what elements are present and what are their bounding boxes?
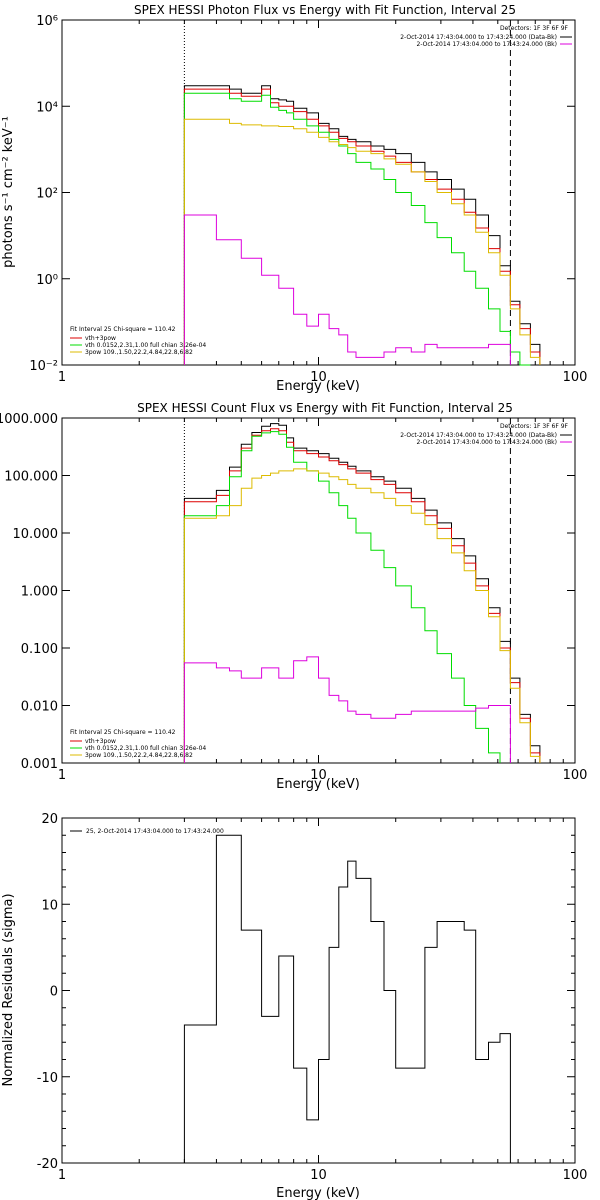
y-tick-label: 10⁰: [36, 273, 58, 288]
series-background-line: [183, 214, 511, 365]
y-tick-label: 10: [41, 898, 58, 913]
y-tick-label: 10⁻²: [29, 359, 58, 374]
reference-lines: [183, 20, 511, 365]
y-tick-label: 100.000: [4, 470, 58, 485]
data-interval-text: 2-Oct-2014 17:43:04.000 to 17:43:24.000 …: [400, 34, 557, 41]
series-total_fit-line: [183, 428, 541, 763]
y-axis-label: Normalized Residuals (sigma): [1, 893, 16, 1086]
y-tick-label: 1000.000: [0, 412, 58, 427]
fit-legend: Fit Interval 25 Chi-square = 110.42 vth+…: [70, 729, 206, 759]
header-block: Detectors: 1F 3F 6F 9F 2-Oct-2014 17:43:…: [400, 25, 572, 48]
series-total_fit-line: [183, 88, 541, 365]
series-vth-line: [183, 431, 501, 763]
x-tick-label: 10: [310, 1168, 327, 1183]
series-pow-line: [183, 118, 541, 365]
reference-lines: [183, 418, 511, 763]
pow-params-text: 3pow 109.,1.50,22.2,4.84,22.8,6.82: [85, 752, 193, 759]
y-axis-label: photons s⁻¹ cm⁻² keV⁻¹: [1, 116, 16, 268]
fit-summary-text: Fit Interval 25 Chi-square = 110.42: [70, 729, 176, 736]
x-axis-label: Energy (keV): [276, 1186, 360, 1200]
y-tick-label: -20: [37, 1157, 58, 1172]
series-data-line: [183, 834, 511, 1163]
y-tick-label: 0.010: [21, 700, 58, 715]
x-tick-label: 100: [563, 768, 588, 783]
y-tick-label: 0.001: [21, 757, 58, 772]
series-pow-line: [183, 468, 541, 763]
panel-title: SPEX HESSI Photon Flux vs Energy with Fi…: [134, 3, 516, 17]
vth-params-text: vth 0.0152,2.31,1.00 full chian 3.26e-04: [85, 745, 206, 752]
y-tick-label: 10.000: [13, 527, 59, 542]
axis-ticks: 1 10 100 -20 -10 0 10 20: [37, 812, 588, 1183]
x-tick-label: 100: [563, 1168, 588, 1183]
fit-function-text: vth+3pow: [85, 738, 116, 745]
axis-ticks: 1 10 100 0.001 0.010 0.100 1.000 10.000 100.000 1…: [0, 412, 587, 783]
fit-legend: Fit Interval 25 Chi-square = 110.42 vth+…: [70, 326, 206, 356]
legend-text: 25, 2-Oct-2014 17:43:04.000 to 17:43:24.…: [86, 828, 224, 835]
x-tick-label: 100: [563, 370, 588, 385]
y-tick-label: 10⁶: [36, 14, 58, 29]
count-flux-panel: SPEX HESSI Count Flux vs Energy with Fit…: [0, 401, 587, 792]
y-tick-label: -10: [37, 1071, 58, 1086]
fit-function-text: vth+3pow: [85, 335, 116, 342]
fit-summary-text: Fit Interval 25 Chi-square = 110.42: [70, 326, 176, 333]
pow-params-text: 3pow 109.,1.50,22.2,4.84,22.8,6.82: [85, 349, 193, 356]
series-group: [183, 834, 511, 1163]
series-data-line: [183, 85, 541, 365]
series-background-line: [183, 656, 511, 763]
y-tick-label: 0.100: [21, 642, 58, 657]
x-tick-label: 1: [58, 370, 66, 385]
bk-interval-text: 2-Oct-2014 17:43:04.000 to 17:43:24.000 …: [417, 41, 558, 48]
y-tick-label: 20: [41, 812, 58, 827]
y-tick-label: 0: [50, 985, 58, 1000]
x-tick-label: 1: [58, 1168, 66, 1183]
y-tick-label: 1.000: [21, 585, 58, 600]
photon-flux-panel: SPEX HESSI Photon Flux vs Energy with Fi…: [1, 3, 587, 394]
x-tick-label: 1: [58, 768, 66, 783]
y-tick-label: 10²: [36, 187, 58, 202]
y-tick-label: 10⁴: [36, 100, 58, 115]
detectors-text: Detectors: 1F 3F 6F 9F: [500, 423, 569, 430]
residual-legend: 25, 2-Oct-2014 17:43:04.000 to 17:43:24.…: [70, 828, 224, 835]
series-vth-line: [183, 92, 531, 366]
x-tick-label: 10: [310, 768, 327, 783]
residuals-panel: 1 10 100 -20 -10 0 10 20 Energy (keV) Normalize…: [1, 812, 587, 1200]
x-axis-label: Energy (keV): [276, 379, 360, 394]
axis-ticks: 1 10 100 10⁻² 10⁰ 10² 10⁴ 10⁶: [29, 14, 587, 385]
plot-frame: [61, 417, 576, 764]
series-group: [183, 85, 541, 366]
series-data-line: [183, 423, 541, 763]
panel-title: SPEX HESSI Count Flux vs Energy with Fit…: [137, 401, 513, 415]
x-axis-label: Energy (keV): [276, 777, 360, 792]
vth-params-text: vth 0.0152,2.31,1.00 full chian 3.26e-04: [85, 342, 206, 349]
plot-frame: [61, 19, 576, 366]
series-group: [183, 423, 541, 763]
detectors-text: Detectors: 1F 3F 6F 9F: [500, 25, 569, 32]
header-block: Detectors: 1F 3F 6F 9F 2-Oct-2014 17:43:…: [400, 423, 572, 446]
data-interval-text: 2-Oct-2014 17:43:04.000 to 17:43:24.000 …: [400, 432, 557, 439]
x-tick-label: 10: [310, 370, 327, 385]
bk-interval-text: 2-Oct-2014 17:43:04.000 to 17:43:24.000 …: [417, 439, 558, 446]
